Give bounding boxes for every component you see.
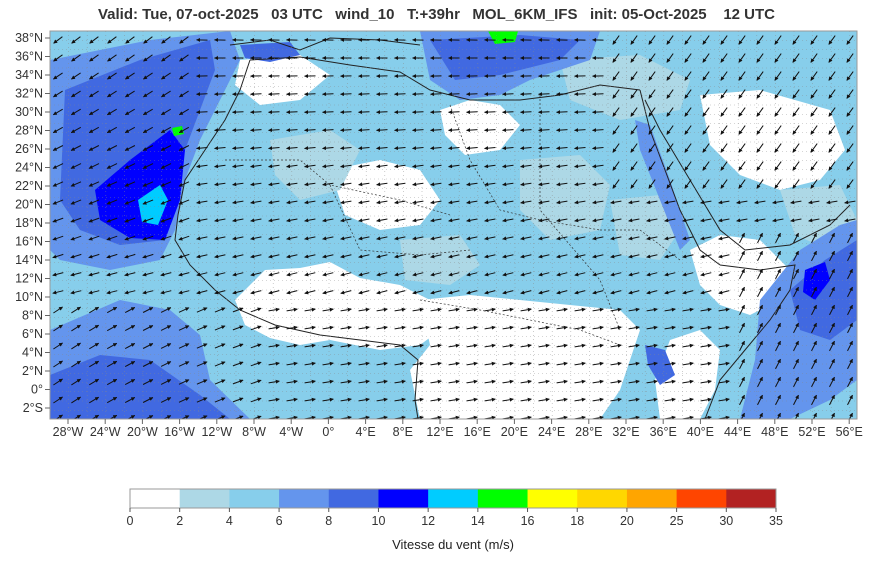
lon-tick-label: 12°W	[201, 425, 232, 439]
lat-tick-label: 8°N	[22, 309, 43, 323]
lat-tick-label: 0°	[31, 383, 43, 397]
wind-arrow	[377, 112, 388, 113]
wind-arrow	[359, 112, 370, 113]
wind-arrow	[215, 112, 226, 113]
lon-tick-label: 52°E	[798, 425, 825, 439]
lon-tick-label: 28°W	[53, 425, 84, 439]
map-plot-area	[50, 31, 857, 423]
wind-arrow	[287, 112, 298, 113]
lon-tick-label: 8°W	[242, 425, 266, 439]
wind-arrow	[467, 112, 478, 113]
lon-tick-label: 24°W	[90, 425, 121, 439]
wind-arrow	[305, 112, 316, 113]
lon-tick-label: 36°E	[650, 425, 677, 439]
colorbar-segment	[229, 489, 279, 508]
lat-tick-label: 4°N	[22, 346, 43, 360]
lat-tick-label: 38°N	[15, 31, 43, 45]
colorbar-segment	[378, 489, 428, 508]
colorbar-tick-label: 18	[570, 514, 584, 528]
colorbar-tick-label: 14	[471, 514, 485, 528]
lat-tick-label: 2°S	[23, 401, 43, 415]
lat-tick-label: 32°N	[15, 87, 43, 101]
lat-tick-label: 28°N	[15, 124, 43, 138]
lat-tick-label: 22°N	[15, 179, 43, 193]
lon-tick-label: 8°E	[393, 425, 413, 439]
colorbar-segment	[180, 489, 230, 508]
longitude-ticks: 28°W 24°W 20°W 16°W 12°W 8°W 4°W 0° 4°E 8°E 12°E 16…	[53, 419, 863, 439]
lon-tick-label: 32°E	[612, 425, 639, 439]
wind-arrow	[593, 112, 604, 113]
wind-arrow	[413, 112, 424, 113]
lon-tick-label: 28°E	[575, 425, 602, 439]
lat-tick-label: 30°N	[15, 105, 43, 119]
lat-tick-label: 16°N	[15, 235, 43, 249]
wind-arrow	[395, 112, 406, 113]
lat-tick-label: 26°N	[15, 142, 43, 156]
colorbar-tick-label: 6	[276, 514, 283, 528]
lon-tick-label: 16°E	[464, 425, 491, 439]
lon-tick-label: 20°E	[501, 425, 528, 439]
colorbar-segment	[428, 489, 478, 508]
colorbar-tick-label: 4	[226, 514, 233, 528]
wind-arrow	[341, 112, 352, 113]
colorbar-tick-label: 2	[176, 514, 183, 528]
lon-tick-label: 56°E	[836, 425, 863, 439]
lat-tick-label: 36°N	[15, 50, 43, 64]
lon-tick-label: 4°W	[279, 425, 303, 439]
wind-arrow	[539, 112, 550, 113]
wind-arrow	[269, 112, 280, 113]
colorbar-segment	[329, 489, 379, 508]
lon-tick-label: 16°W	[164, 425, 195, 439]
latitude-ticks: 38°N 36°N 34°N 32°N 30°N 28°N 26°N 24°N 22°N 20°N…	[15, 31, 50, 415]
wind-arrow	[233, 112, 244, 113]
wind-arrow	[557, 112, 568, 113]
lat-tick-label: 24°N	[15, 161, 43, 175]
colorbar-tick-label: 12	[421, 514, 435, 528]
lon-tick-label: 12°E	[426, 425, 453, 439]
lon-tick-label: 0°	[322, 425, 334, 439]
colorbar-tick-label: 30	[719, 514, 733, 528]
colorbar: 0 2 4 6 8 10 12 14 16 18 20 25 30 35	[127, 489, 783, 528]
lat-tick-label: 18°N	[15, 216, 43, 230]
wind-arrow	[323, 112, 334, 113]
colorbar-segment	[726, 489, 776, 508]
colorbar-tick-label: 25	[670, 514, 684, 528]
wind-arrow	[449, 112, 460, 113]
lat-tick-label: 34°N	[15, 68, 43, 82]
lat-tick-label: 14°N	[15, 253, 43, 267]
colorbar-tick-label: 0	[127, 514, 134, 528]
wind-arrow	[197, 112, 208, 113]
wind-arrow	[485, 112, 496, 113]
wind-arrow	[503, 112, 514, 113]
colorbar-tick-label: 10	[372, 514, 386, 528]
colorbar-segment	[528, 489, 578, 508]
colorbar-segment	[130, 489, 180, 508]
colorbar-tick-label: 20	[620, 514, 634, 528]
lon-tick-label: 48°E	[761, 425, 788, 439]
lon-tick-label: 40°E	[687, 425, 714, 439]
lat-tick-label: 20°N	[15, 198, 43, 212]
lat-tick-label: 2°N	[22, 364, 43, 378]
lon-tick-label: 20°W	[127, 425, 158, 439]
colorbar-segment	[478, 489, 528, 508]
colorbar-segment	[279, 489, 329, 508]
wind-arrow	[431, 112, 442, 113]
wind-arrow	[251, 112, 262, 113]
lat-tick-label: 6°N	[22, 327, 43, 341]
colorbar-segment	[627, 489, 677, 508]
lat-tick-label: 10°N	[15, 290, 43, 304]
lon-tick-label: 4°E	[355, 425, 375, 439]
wind-arrow	[521, 112, 532, 113]
wind-arrow	[575, 112, 586, 113]
lon-tick-label: 24°E	[538, 425, 565, 439]
colorbar-label: Vitesse du vent (m/s)	[130, 537, 776, 552]
lon-tick-label: 44°E	[724, 425, 751, 439]
colorbar-tick-label: 16	[521, 514, 535, 528]
colorbar-segment	[577, 489, 627, 508]
colorbar-tick-label: 35	[769, 514, 783, 528]
colorbar-segment	[677, 489, 727, 508]
lat-tick-label: 12°N	[15, 272, 43, 286]
colorbar-tick-label: 8	[325, 514, 332, 528]
